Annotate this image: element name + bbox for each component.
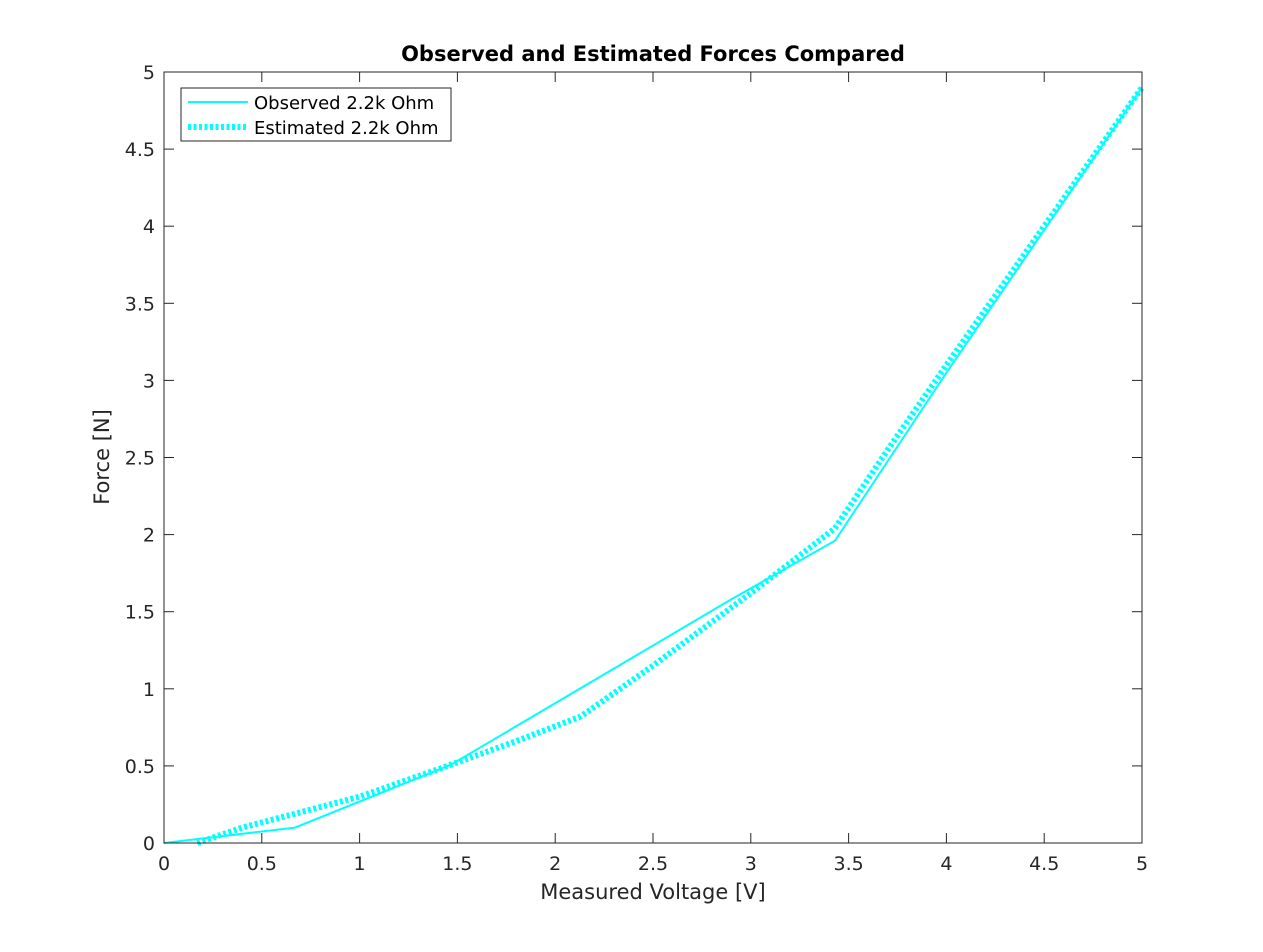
ticks-layer: 0 0.5 1 1.5 2 2.5 3 3.5 4 4.5 5 0 0.5 1 1.5 2 2.5 3 3.5 4 4.… <box>125 62 1148 875</box>
x-tick-label: 4.5 <box>1029 853 1059 875</box>
x-tick-label: 0 <box>158 853 170 875</box>
legend-entry-estimated: Estimated 2.2k Ohm <box>254 118 439 139</box>
y-tick-label: 1 <box>143 679 155 701</box>
y-tick-label: 1.5 <box>125 602 155 624</box>
y-tick-label: 3 <box>143 370 155 392</box>
x-tick-label: 5 <box>1136 853 1148 875</box>
y-tick-label: 5 <box>143 62 155 84</box>
y-tick-label: 0 <box>143 833 155 855</box>
x-tick-label: 2.5 <box>638 853 668 875</box>
y-tick-label: 0.5 <box>125 756 155 778</box>
y-tick-label: 2 <box>143 525 155 547</box>
y-tick-label: 3.5 <box>125 293 155 315</box>
x-tick-label: 3.5 <box>833 853 863 875</box>
x-tick-label: 3 <box>745 853 757 875</box>
y-tick-label: 4.5 <box>125 139 155 161</box>
x-axis-label: Measured Voltage [V] <box>540 880 765 904</box>
series-layer <box>163 85 1145 846</box>
x-tick-label: 0.5 <box>247 853 277 875</box>
plot-area-background <box>164 72 1142 843</box>
chart-title: Observed and Estimated Forces Compared <box>401 42 905 66</box>
y-tick-label: 4 <box>143 216 155 238</box>
legend: Observed 2.2k Ohm Estimated 2.2k Ohm <box>180 87 452 142</box>
legend-box <box>180 87 452 142</box>
y-axis-label: Force [N] <box>90 409 114 505</box>
y-tick-label: 2.5 <box>125 448 155 470</box>
series-line-observed <box>163 86 1143 844</box>
series-line-estimated <box>196 85 1145 846</box>
x-tick-label: 4 <box>940 853 952 875</box>
x-tick-label: 2 <box>549 853 561 875</box>
x-tick-label: 1 <box>354 853 366 875</box>
x-tick-label: 1.5 <box>442 853 472 875</box>
legend-entry-observed: Observed 2.2k Ohm <box>254 93 434 114</box>
